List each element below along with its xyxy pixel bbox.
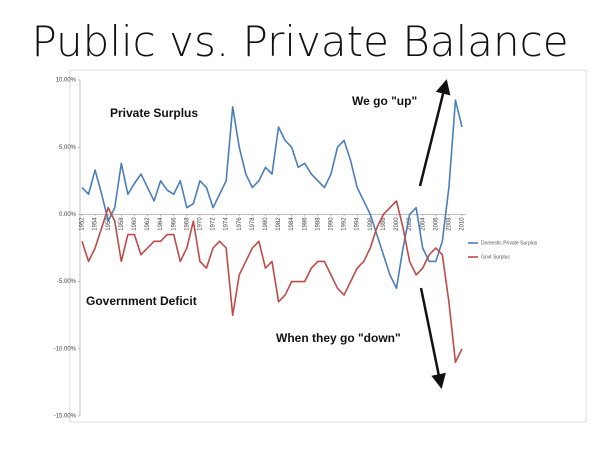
x-tick-label: 2006	[433, 217, 439, 231]
x-tick-label: 1984	[289, 217, 295, 231]
x-tick-label: 1964	[158, 217, 164, 231]
x-tick-label: 2000	[394, 217, 400, 231]
x-tick-label: 1998	[381, 217, 387, 231]
x-tick-label: 1990	[329, 217, 335, 231]
series-line	[81, 200, 463, 364]
series-line	[81, 99, 463, 290]
x-tick-label: 1978	[250, 217, 256, 231]
arrow-down	[419, 287, 446, 389]
y-tick-label: -5.00%	[57, 279, 77, 285]
x-tick-label: 1994	[355, 217, 361, 231]
x-tick-label: 1976	[237, 217, 243, 231]
x-tick-label: 1962	[145, 217, 151, 231]
x-tick-label: 1954	[93, 217, 99, 231]
y-tick-label: 10.00%	[56, 78, 77, 84]
x-tick-label: 1958	[119, 217, 125, 231]
x-tick-label: 1982	[276, 217, 282, 231]
x-tick-label: 1952	[80, 217, 86, 231]
x-tick-label: 2002	[407, 217, 413, 231]
chart-frame	[69, 69, 587, 423]
x-tick-label: 1970	[198, 217, 204, 231]
x-tick-label: 1960	[132, 217, 138, 231]
x-tick-label: 1972	[211, 217, 217, 231]
x-tick-label: 1956	[106, 217, 112, 231]
x-tick-label: 1988	[315, 217, 321, 231]
x-tick-label: 1992	[342, 217, 348, 231]
x-tick-label: 2004	[420, 217, 426, 231]
x-tick-label: 1968	[184, 217, 190, 231]
legend-label: Govt Surplus	[481, 254, 510, 260]
annotation: Government Deficit	[86, 294, 197, 308]
y-tick-label: 0.00%	[59, 212, 77, 218]
annotation: We go "up"	[352, 94, 417, 108]
y-tick-label: -10.00%	[54, 346, 77, 352]
y-tick-label: 5.00%	[59, 145, 77, 151]
arrow-up	[418, 79, 451, 187]
y-tick-label: -15.00%	[54, 414, 77, 420]
x-tick-label: 1974	[224, 217, 230, 231]
x-tick-label: 2010	[460, 217, 466, 231]
slide-title: Public vs. Private Balance	[31, 17, 568, 66]
annotation: Private Surplus	[110, 106, 198, 120]
legend-label: Domestic Private Surplus	[481, 240, 538, 246]
x-tick-label: 1980	[263, 217, 269, 231]
x-tick-label: 1996	[368, 217, 374, 231]
x-tick-label: 1966	[171, 217, 177, 231]
x-tick-label: 1986	[302, 217, 308, 231]
annotation: When they go "down"	[276, 331, 401, 345]
x-tick-label: 2008	[446, 217, 452, 231]
